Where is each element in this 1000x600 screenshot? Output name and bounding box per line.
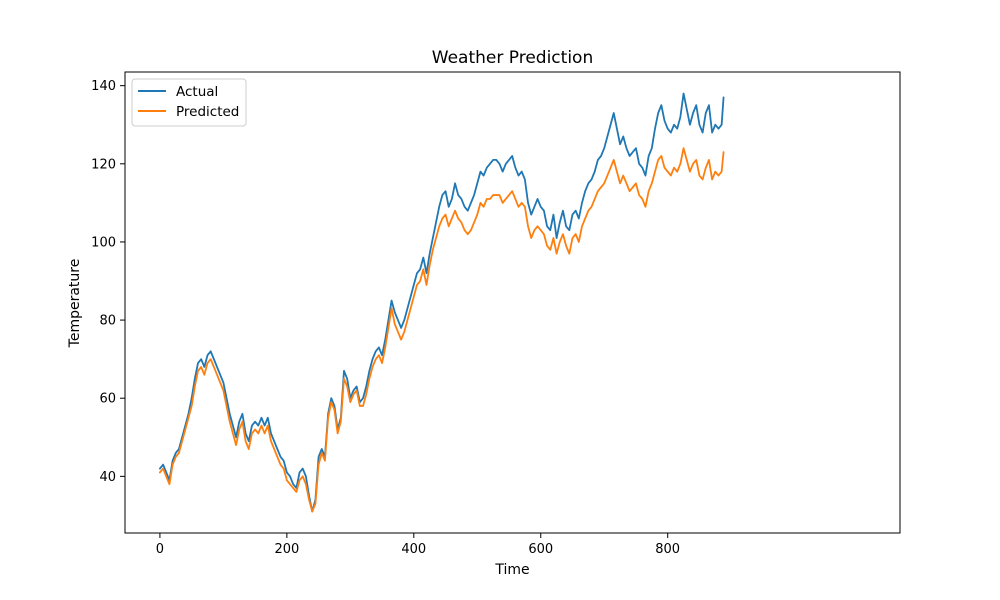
x-axis: 0 200 400 600 800	[156, 533, 680, 557]
x-tick-label: 0	[156, 542, 164, 557]
plot-area	[159, 92, 725, 513]
x-axis-title: Time	[494, 562, 529, 578]
y-axis: 40 60 80 100 120 140	[91, 79, 125, 485]
x-tick-label: 200	[274, 542, 299, 557]
plot-frame	[124, 71, 901, 534]
legend: Actual Predicted	[131, 78, 247, 127]
legend-label-actual: Actual	[176, 84, 218, 100]
x-tick-label: 800	[655, 542, 680, 557]
y-tick-label: 120	[91, 157, 116, 172]
x-tick-label: 600	[528, 542, 553, 557]
series-line-predicted	[159, 147, 725, 513]
y-tick-label: 140	[91, 79, 116, 94]
legend-label-predicted: Predicted	[176, 104, 239, 120]
y-tick-label: 40	[99, 470, 116, 485]
x-tick-label: 400	[401, 542, 426, 557]
y-tick-label: 100	[91, 235, 116, 250]
series-line-actual	[159, 92, 725, 513]
y-tick-label: 60	[99, 392, 116, 407]
chart-title: Weather Prediction	[432, 48, 593, 68]
y-tick-label: 80	[99, 314, 116, 329]
y-axis-title: Temperature	[67, 259, 83, 349]
